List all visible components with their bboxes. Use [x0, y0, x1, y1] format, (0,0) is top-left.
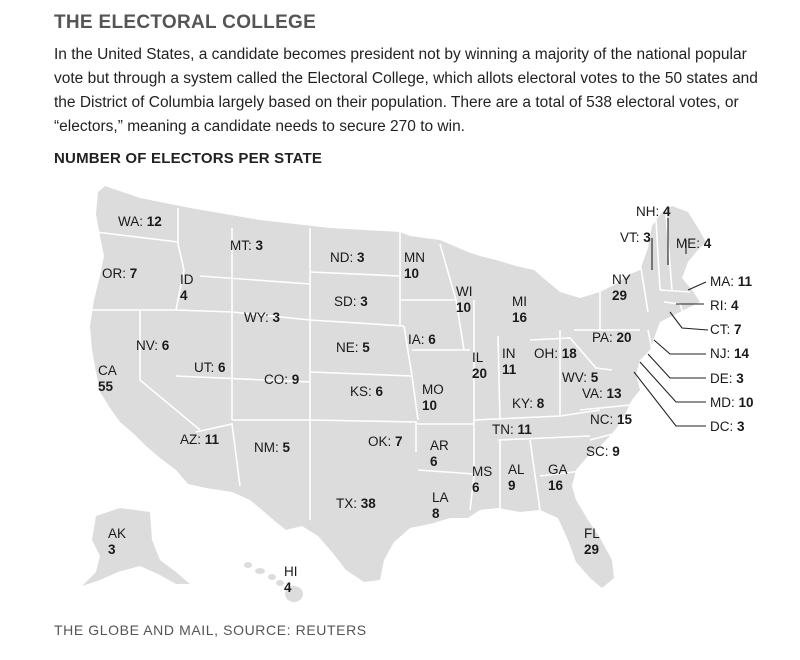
state-label-ut: UT: 6 — [194, 360, 226, 375]
state-label-az: AZ: 11 — [180, 432, 220, 447]
state-label-mt: MT: 3 — [230, 238, 264, 253]
state-label-ga: GA 16 — [548, 462, 568, 493]
state-label-nc: NC: 15 — [590, 412, 633, 427]
state-label-nh: NH: 4 — [636, 204, 671, 219]
state-label-tx: TX: 38 — [336, 496, 376, 511]
state-label-sc: SC: 9 — [586, 444, 620, 459]
hawaii-shape — [244, 562, 303, 602]
state-label-ia: IA: 6 — [408, 332, 436, 347]
state-label-wv: WV: 5 — [562, 370, 599, 385]
state-label-mo: MO 10 — [422, 382, 444, 413]
state-label-la: LA 8 — [432, 490, 449, 521]
state-label-nd: ND: 3 — [330, 250, 365, 265]
state-label-ne: NE: 5 — [336, 340, 370, 355]
state-label-wi: WI 10 — [456, 284, 473, 315]
map-subtitle: NUMBER OF ELECTORS PER STATE — [54, 150, 323, 167]
alaska-shape — [82, 508, 190, 586]
state-label-mn: MN 10 — [404, 250, 425, 281]
state-label-ny: NY 29 — [612, 272, 631, 303]
state-label-tn: TN: 11 — [492, 422, 532, 437]
state-label-dc: DC: 3 — [710, 419, 745, 434]
state-label-ak: AK 3 — [108, 526, 127, 557]
state-label-wa: WA: 12 — [118, 214, 162, 229]
state-label-ca: CA 55 — [98, 363, 117, 394]
map-title: THE ELECTORAL COLLEGE — [54, 12, 317, 33]
leader-lines — [633, 218, 709, 427]
state-label-fl: FL 29 — [584, 526, 600, 557]
state-label-ri: RI: 4 — [710, 298, 739, 313]
source-credit: THE GLOBE AND MAIL, SOURCE: REUTERS — [54, 622, 367, 638]
state-label-ar: AR 6 — [430, 438, 449, 469]
state-label-id: ID 4 — [180, 272, 194, 303]
state-label-co: CO: 9 — [264, 372, 300, 387]
state-label-al: AL 9 — [508, 462, 525, 493]
state-label-ma: MA: 11 — [710, 274, 753, 289]
state-label-ks: KS: 6 — [350, 384, 384, 399]
state-label-il: IL 20 — [472, 350, 488, 381]
state-label-nm: NM: 5 — [254, 440, 291, 455]
state-label-va: VA: 13 — [582, 386, 622, 401]
state-label-md: MD: 10 — [710, 395, 754, 410]
state-label-wy: WY: 3 — [244, 310, 281, 325]
state-label-mi: MI 16 — [512, 294, 528, 325]
state-label-ky: KY: 8 — [512, 396, 545, 411]
state-label-in: IN 11 — [502, 346, 517, 377]
state-label-sd: SD: 3 — [334, 294, 368, 309]
state-label-ct: CT: 7 — [710, 322, 742, 337]
state-label-hi: HI 4 — [284, 564, 298, 595]
state-label-nv: NV: 6 — [136, 338, 170, 353]
state-label-de: DE: 3 — [710, 371, 744, 386]
state-label-nj: NJ: 14 — [710, 346, 750, 361]
intro-paragraph: In the United States, a candidate become… — [54, 46, 758, 135]
state-label-me: ME: 4 — [676, 236, 712, 251]
state-label-oh: OH: 18 — [534, 346, 577, 361]
state-label-pa: PA: 20 — [592, 330, 632, 345]
state-label-ms: MS 6 — [472, 464, 493, 495]
state-label-vt: VT: 3 — [620, 230, 651, 245]
contiguous-us-shape — [90, 186, 706, 588]
state-label-or: OR: 7 — [102, 266, 138, 281]
state-borders — [92, 208, 691, 520]
state-label-ok: OK: 7 — [368, 434, 403, 449]
